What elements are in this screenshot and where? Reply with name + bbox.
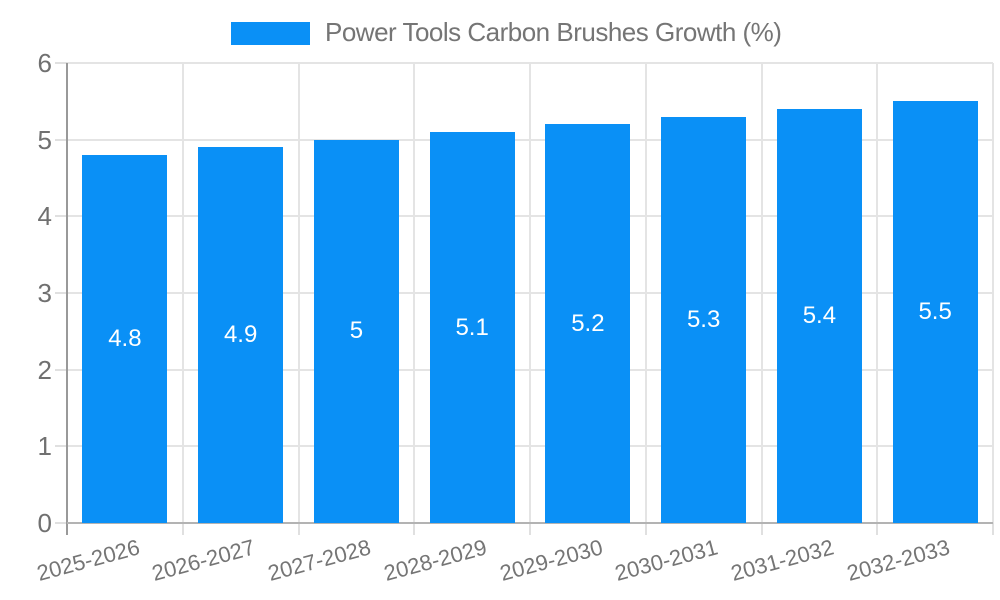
x-axis-category-label: 2025-2026 bbox=[33, 534, 142, 586]
y-axis-tick-label: 2 bbox=[37, 354, 52, 385]
bar-2031-2032[interactable]: 5.4 bbox=[776, 109, 862, 523]
y-axis-tick bbox=[55, 522, 67, 524]
x-axis-tick bbox=[413, 523, 416, 535]
legend-item[interactable]: Power Tools Carbon Brushes Growth (%) bbox=[231, 17, 782, 47]
gridline-vertical bbox=[413, 63, 416, 523]
x-axis-category-label: 2027-2028 bbox=[265, 534, 374, 586]
bar-2025-2026[interactable]: 4.8 bbox=[82, 155, 168, 523]
x-axis-category-label: 2026-2027 bbox=[149, 534, 258, 586]
bar-value-label: 5.2 bbox=[571, 309, 605, 337]
x-axis-category-label: 2029-2030 bbox=[496, 534, 605, 586]
y-axis-line bbox=[66, 63, 68, 535]
y-axis-tick bbox=[55, 138, 67, 141]
y-axis-tick bbox=[55, 445, 67, 448]
chart-title: Power Tools Carbon Brushes Growth (%) bbox=[325, 17, 782, 47]
x-axis-category-label: 2028-2029 bbox=[381, 534, 490, 586]
y-axis-tick-label: 0 bbox=[37, 508, 52, 538]
bar-value-label: 4.9 bbox=[223, 321, 258, 349]
y-axis-tick bbox=[55, 368, 67, 371]
gridline-vertical bbox=[992, 63, 994, 523]
bar-value-label: 5 bbox=[349, 317, 364, 345]
bar-2029-2030[interactable]: 5.2 bbox=[545, 124, 631, 523]
x-axis-category-label: 2032-2033 bbox=[844, 534, 953, 586]
x-axis-line bbox=[67, 522, 993, 524]
gridline-vertical bbox=[876, 63, 879, 523]
bar-2027-2028[interactable]: 5 bbox=[313, 139, 399, 523]
x-axis-tick bbox=[644, 523, 647, 535]
gridline-vertical bbox=[297, 63, 300, 523]
x-axis-tick bbox=[181, 523, 184, 535]
bar-2028-2029[interactable]: 5.1 bbox=[429, 132, 515, 523]
x-axis-tick bbox=[297, 523, 300, 535]
x-axis-tick bbox=[529, 523, 531, 535]
bar-value-label: 5.1 bbox=[455, 313, 489, 341]
bar-value-label: 4.8 bbox=[108, 325, 142, 352]
bar-2030-2031[interactable]: 5.3 bbox=[661, 116, 747, 523]
x-axis-tick bbox=[760, 523, 763, 535]
gridline-vertical bbox=[529, 63, 531, 523]
bar-value-label: 5.5 bbox=[918, 298, 952, 326]
bar-value-label: 5.3 bbox=[686, 305, 721, 333]
y-axis-tick-label: 3 bbox=[37, 278, 52, 308]
bar-2032-2033[interactable]: 5.5 bbox=[892, 101, 978, 523]
bar-value-label: 5.4 bbox=[802, 302, 837, 329]
y-axis-tick bbox=[55, 292, 67, 294]
bar-2026-2027[interactable]: 4.9 bbox=[198, 147, 284, 523]
y-axis-tick-label: 5 bbox=[37, 124, 52, 155]
y-axis-tick-label: 1 bbox=[37, 431, 52, 462]
x-axis-category-label: 2031-2032 bbox=[728, 534, 837, 586]
gridline-vertical bbox=[644, 63, 647, 523]
gridline-vertical bbox=[760, 63, 763, 523]
gridline-vertical bbox=[181, 63, 184, 523]
y-axis-tick bbox=[55, 215, 67, 218]
x-axis-tick bbox=[876, 523, 879, 535]
x-axis-category-label: 2030-2031 bbox=[612, 534, 721, 586]
x-axis-tick bbox=[992, 523, 994, 535]
y-axis-tick-label: 4 bbox=[37, 201, 52, 232]
y-axis-tick-label: 6 bbox=[37, 48, 52, 78]
legend-swatch bbox=[231, 22, 310, 45]
y-axis-tick bbox=[55, 62, 67, 64]
